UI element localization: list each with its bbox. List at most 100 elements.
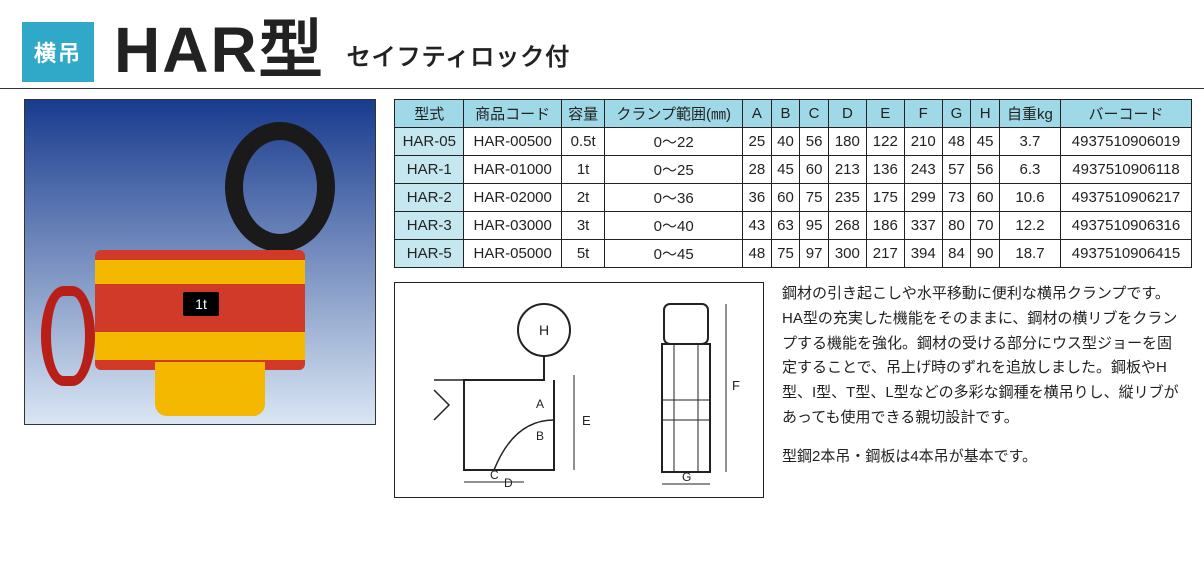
- table-cell: 97: [800, 240, 829, 268]
- table-cell: 75: [800, 184, 829, 212]
- table-cell: 217: [866, 240, 904, 268]
- table-header-cell: 型式: [395, 100, 464, 128]
- table-cell: 84: [942, 240, 971, 268]
- table-cell: 299: [904, 184, 942, 212]
- table-cell: 186: [866, 212, 904, 240]
- table-cell: HAR-01000: [464, 156, 561, 184]
- right-column: 型式商品コード容量クランプ範囲(㎜)ABCDEFGH自重kgバーコード HAR-…: [394, 99, 1192, 498]
- table-cell: 0～36: [605, 184, 743, 212]
- table-cell: 235: [828, 184, 866, 212]
- table-cell: 12.2: [999, 212, 1060, 240]
- table-header-cell: D: [828, 100, 866, 128]
- table-cell: 73: [942, 184, 971, 212]
- table-cell: 63: [771, 212, 800, 240]
- table-header-cell: 容量: [561, 100, 604, 128]
- category-badge: 横吊: [22, 22, 94, 82]
- table-cell: 60: [971, 184, 1000, 212]
- table-cell: HAR-5: [395, 240, 464, 268]
- table-header-cell: 自重kg: [999, 100, 1060, 128]
- table-cell: 18.7: [999, 240, 1060, 268]
- table-cell: 40: [771, 128, 800, 156]
- table-cell: 5t: [561, 240, 604, 268]
- description-p1: 鋼材の引き起こしや水平移動に便利な横吊クランプです。HA型の充実した機能をそのま…: [782, 282, 1184, 431]
- table-cell: 43: [743, 212, 772, 240]
- table-cell: 4937510906415: [1061, 240, 1192, 268]
- table-cell: 180: [828, 128, 866, 156]
- description-p2: 型鋼2本吊・鋼板は4本吊が基本です。: [782, 445, 1184, 470]
- table-cell: 2t: [561, 184, 604, 212]
- table-cell: 4937510906118: [1061, 156, 1192, 184]
- table-cell: 0～40: [605, 212, 743, 240]
- table-cell: 0.5t: [561, 128, 604, 156]
- content-area: 1t 型式商品コード容量クランプ範囲(㎜)ABCDEFGH自重kgバーコード H…: [0, 99, 1204, 498]
- table-cell: 60: [771, 184, 800, 212]
- table-header-cell: C: [800, 100, 829, 128]
- table-cell: 45: [971, 128, 1000, 156]
- table-cell: HAR-2: [395, 184, 464, 212]
- product-title: HAR型: [114, 18, 325, 82]
- dimension-diagram: H E A B C D: [394, 282, 764, 498]
- table-header-cell: B: [771, 100, 800, 128]
- table-header-cell: F: [904, 100, 942, 128]
- table-cell: HAR-03000: [464, 212, 561, 240]
- clamp-accent-bottom: [95, 332, 305, 360]
- product-photo: 1t: [24, 99, 376, 425]
- table-cell: 60: [800, 156, 829, 184]
- table-cell: 122: [866, 128, 904, 156]
- table-cell: 56: [971, 156, 1000, 184]
- table-row: HAR-05HAR-005000.5t0～2225405618012221048…: [395, 128, 1192, 156]
- table-row: HAR-3HAR-030003t0～4043639526818633780701…: [395, 212, 1192, 240]
- lower-row: H E A B C D: [394, 282, 1192, 498]
- diagram-side-icon: H E A B C D: [404, 290, 614, 490]
- dim-a-label: A: [536, 397, 544, 411]
- clamp-accent-top: [95, 260, 305, 284]
- table-cell: 28: [743, 156, 772, 184]
- table-cell: 3.7: [999, 128, 1060, 156]
- table-cell: HAR-02000: [464, 184, 561, 212]
- table-row: HAR-1HAR-010001t0～2528456021313624357566…: [395, 156, 1192, 184]
- dim-h-label: H: [539, 322, 549, 338]
- table-header-cell: A: [743, 100, 772, 128]
- dim-g-label: G: [682, 470, 691, 484]
- table-header-cell: E: [866, 100, 904, 128]
- table-cell: 300: [828, 240, 866, 268]
- table-cell: 45: [771, 156, 800, 184]
- table-cell: 6.3: [999, 156, 1060, 184]
- table-cell: 3t: [561, 212, 604, 240]
- clamp-jaw-shape: [155, 362, 265, 416]
- table-cell: 394: [904, 240, 942, 268]
- table-cell: 25: [743, 128, 772, 156]
- table-cell: 175: [866, 184, 904, 212]
- table-cell: 4937510906019: [1061, 128, 1192, 156]
- table-cell: 337: [904, 212, 942, 240]
- table-header-cell: H: [971, 100, 1000, 128]
- table-cell: 0～45: [605, 240, 743, 268]
- clamp-handle-shape: [41, 286, 95, 386]
- table-cell: 90: [971, 240, 1000, 268]
- table-header-cell: G: [942, 100, 971, 128]
- description-block: 鋼材の引き起こしや水平移動に便利な横吊クランプです。HA型の充実した機能をそのま…: [782, 282, 1192, 498]
- table-cell: HAR-3: [395, 212, 464, 240]
- table-cell: 136: [866, 156, 904, 184]
- table-cell: 213: [828, 156, 866, 184]
- table-cell: 0～25: [605, 156, 743, 184]
- table-cell: 57: [942, 156, 971, 184]
- table-cell: 268: [828, 212, 866, 240]
- table-cell: HAR-05: [395, 128, 464, 156]
- table-cell: 210: [904, 128, 942, 156]
- diagram-front-icon: F G: [624, 290, 754, 490]
- table-cell: 10.6: [999, 184, 1060, 212]
- table-cell: 243: [904, 156, 942, 184]
- table-cell: 0～22: [605, 128, 743, 156]
- dim-f-label: F: [732, 378, 740, 393]
- table-header-cell: バーコード: [1061, 100, 1192, 128]
- clamp-ring-shape: [225, 122, 335, 252]
- table-cell: 36: [743, 184, 772, 212]
- dim-b-label: B: [536, 429, 544, 443]
- table-cell: HAR-00500: [464, 128, 561, 156]
- table-cell: 1t: [561, 156, 604, 184]
- table-header-cell: 商品コード: [464, 100, 561, 128]
- dim-e-label: E: [582, 413, 591, 428]
- dim-d-label: D: [504, 476, 513, 490]
- table-cell: 70: [971, 212, 1000, 240]
